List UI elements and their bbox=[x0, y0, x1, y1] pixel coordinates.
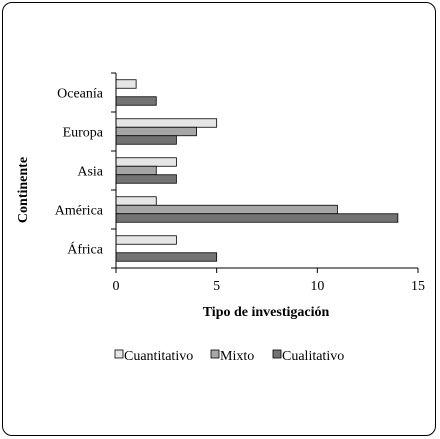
legend-label-cualitativo: Cualitativo bbox=[282, 349, 344, 364]
x-tick-label: 5 bbox=[213, 279, 220, 294]
bar-cualitativo-4 bbox=[115, 96, 157, 106]
legend-swatch-cualitativo bbox=[272, 349, 282, 359]
y-axis-title: Continente bbox=[16, 157, 31, 223]
x-tick-label: 0 bbox=[113, 279, 120, 294]
bar-cualitativo-2 bbox=[115, 174, 177, 184]
legend-swatch-mixto bbox=[210, 349, 220, 359]
legend-label-mixto: Mixto bbox=[220, 349, 254, 364]
bar-cuantitativo-0 bbox=[115, 235, 177, 245]
bar-cuantitativo-3 bbox=[115, 118, 218, 128]
axes-group bbox=[115, 73, 418, 269]
legend-swatch-cuantitativo bbox=[114, 349, 124, 359]
bar-mixto-3 bbox=[115, 126, 197, 137]
category-label: Oceanía bbox=[57, 87, 104, 102]
bar-cualitativo-0 bbox=[115, 252, 218, 262]
bar-mixto-1 bbox=[115, 204, 338, 215]
x-axis-title: Tipo de investigación bbox=[203, 305, 330, 320]
category-label: África bbox=[67, 241, 104, 258]
bar-cuantitativo-2 bbox=[115, 157, 177, 167]
bar-cuantitativo-4 bbox=[115, 79, 137, 89]
x-tick-label: 10 bbox=[310, 279, 324, 294]
bar-cuantitativo-1 bbox=[115, 196, 157, 206]
category-label: Europa bbox=[63, 126, 104, 141]
ticks-group: 0 5 10 15 bbox=[111, 72, 425, 294]
category-label: Asia bbox=[77, 165, 103, 180]
legend-label-cuantitativo: Cuantitativo bbox=[124, 349, 193, 364]
bar-cualitativo-3 bbox=[115, 135, 177, 145]
x-tick-label: 15 bbox=[411, 279, 425, 294]
legend: Cuantitativo Mixto Cualitativo bbox=[114, 349, 344, 364]
category-labels-group: África América Asia Europa Oceanía bbox=[55, 87, 104, 258]
bar-mixto-2 bbox=[115, 165, 157, 176]
bar-cualitativo-1 bbox=[115, 213, 399, 223]
bars-group bbox=[115, 79, 399, 262]
category-label: América bbox=[55, 204, 104, 219]
